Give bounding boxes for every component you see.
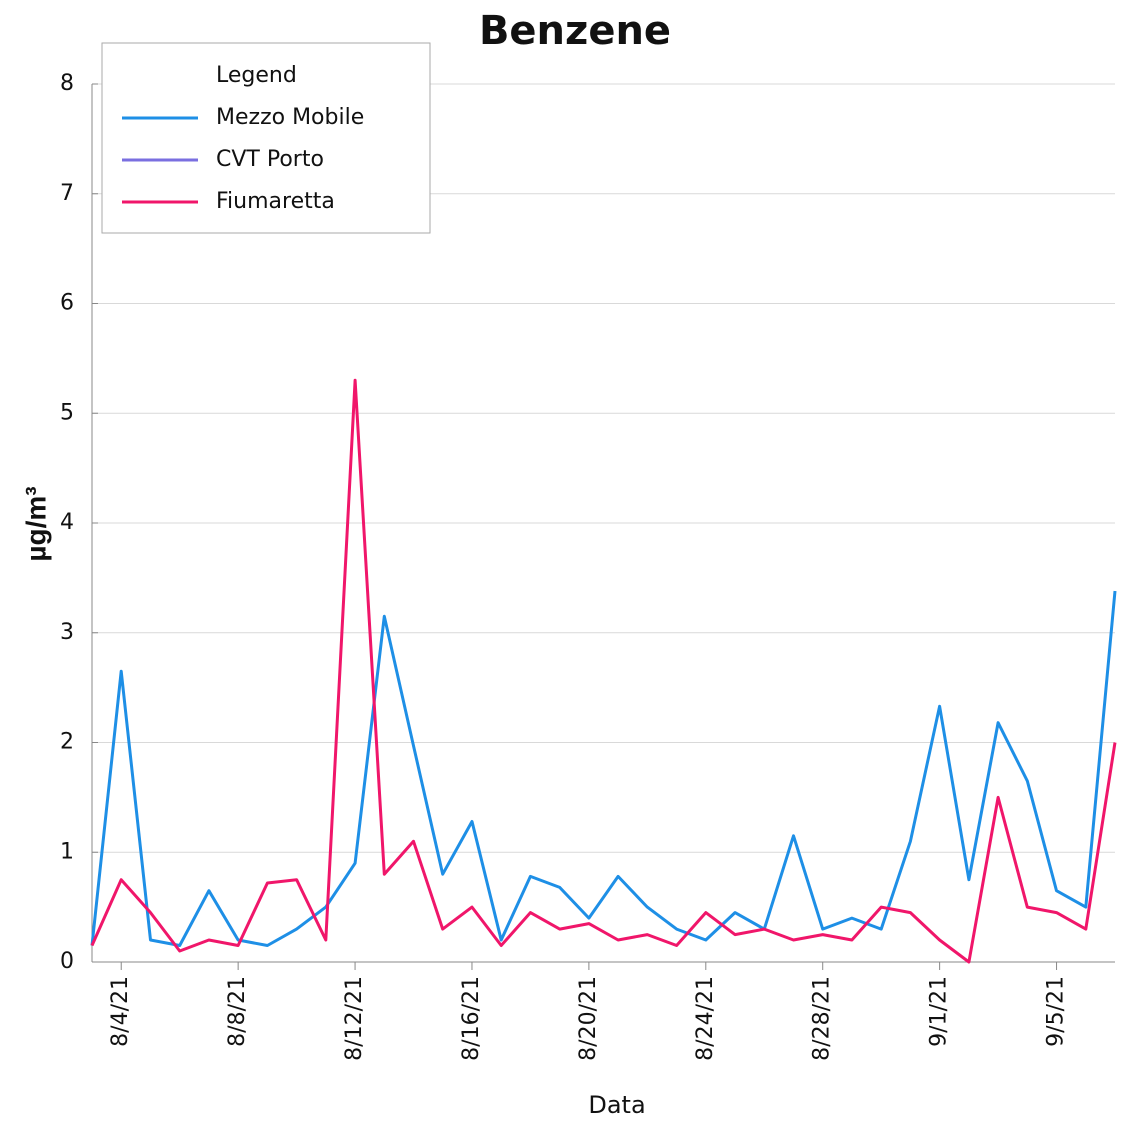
y-axis-label: µg/m³ — [20, 486, 51, 561]
x-tick-label: 8/8/21 — [225, 976, 250, 1047]
x-tick-label: 8/12/21 — [342, 976, 367, 1061]
x-tick-label: 9/1/21 — [927, 976, 952, 1047]
x-tick-label: 8/28/21 — [810, 976, 835, 1061]
data-line — [90, 590, 1117, 947]
y-tick-label: 2 — [60, 730, 74, 755]
y-tick-label: 8 — [60, 71, 74, 96]
y-tick-label: 5 — [60, 400, 74, 425]
x-tick-label: 8/24/21 — [693, 976, 718, 1061]
y-tick-label: 4 — [60, 510, 74, 535]
data-line — [90, 378, 1117, 964]
y-tick-label: 0 — [60, 949, 74, 974]
x-tick-label: 9/5/21 — [1044, 976, 1069, 1047]
legend-label: Fiumaretta — [216, 189, 335, 214]
y-tick-label: 7 — [60, 181, 74, 206]
y-tick-label: 3 — [60, 620, 74, 645]
x-tick-label: 8/16/21 — [459, 976, 484, 1061]
plot-area: 0 1 2 3 4 5 6 7 8 8/4/21 8/8/21 8/12/21 8/16/21 8/20/… — [60, 71, 1117, 1061]
legend-label: CVT Porto — [216, 147, 324, 172]
x-tick-label: 8/20/21 — [576, 976, 601, 1061]
legend-label: Mezzo Mobile — [216, 105, 364, 130]
chart-title: Benzene — [479, 8, 671, 54]
x-axis-label: Data — [588, 1091, 645, 1119]
x-tick-label: 8/4/21 — [108, 976, 133, 1047]
legend: Legend Mezzo Mobile CVT Porto Fiumaretta — [101, 42, 431, 234]
y-tick-label: 6 — [60, 291, 74, 316]
legend-title: Legend — [216, 63, 297, 88]
y-tick-label: 1 — [60, 839, 74, 864]
